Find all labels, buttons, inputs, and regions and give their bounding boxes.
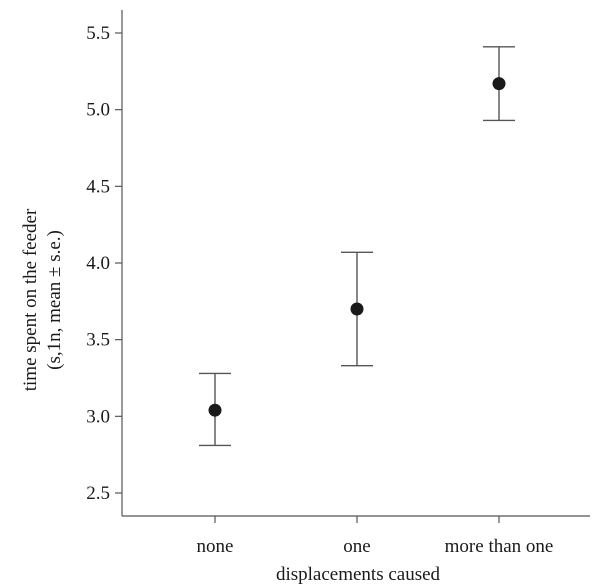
mean-point (492, 77, 506, 91)
y-ticks: 2.5 3.0 3.5 4.0 4.5 5.0 5.5 (86, 23, 122, 504)
data-point-group (341, 251, 373, 367)
x-axis-title: displacements caused (276, 564, 441, 584)
data-point-group (483, 46, 515, 122)
data-marks (199, 46, 515, 447)
x-tick-label: one (343, 536, 370, 557)
y-tick-label: 4.5 (86, 176, 110, 197)
y-tick-label: 5.5 (86, 23, 110, 44)
y-tick-label: 4.0 (86, 253, 110, 274)
axes (121, 10, 590, 517)
y-axis-title-line1: time spent on the feeder (20, 208, 41, 391)
y-axis-title: time spent on the feeder (s,1n, mean ± s… (20, 208, 65, 391)
y-tick-label: 3.5 (86, 330, 110, 351)
y-axis-title-line2: (s,1n, mean ± s.e.) (44, 230, 65, 370)
x-ticks: none one more than one (197, 516, 554, 557)
x-tick-label: none (197, 536, 234, 557)
mean-point (350, 302, 364, 316)
data-point-group (199, 372, 231, 447)
x-tick-label: more than one (445, 536, 554, 557)
y-tick-label: 2.5 (86, 483, 110, 504)
y-tick-label: 5.0 (86, 100, 110, 121)
y-tick-label: 3.0 (86, 406, 110, 427)
mean-point (208, 403, 222, 417)
